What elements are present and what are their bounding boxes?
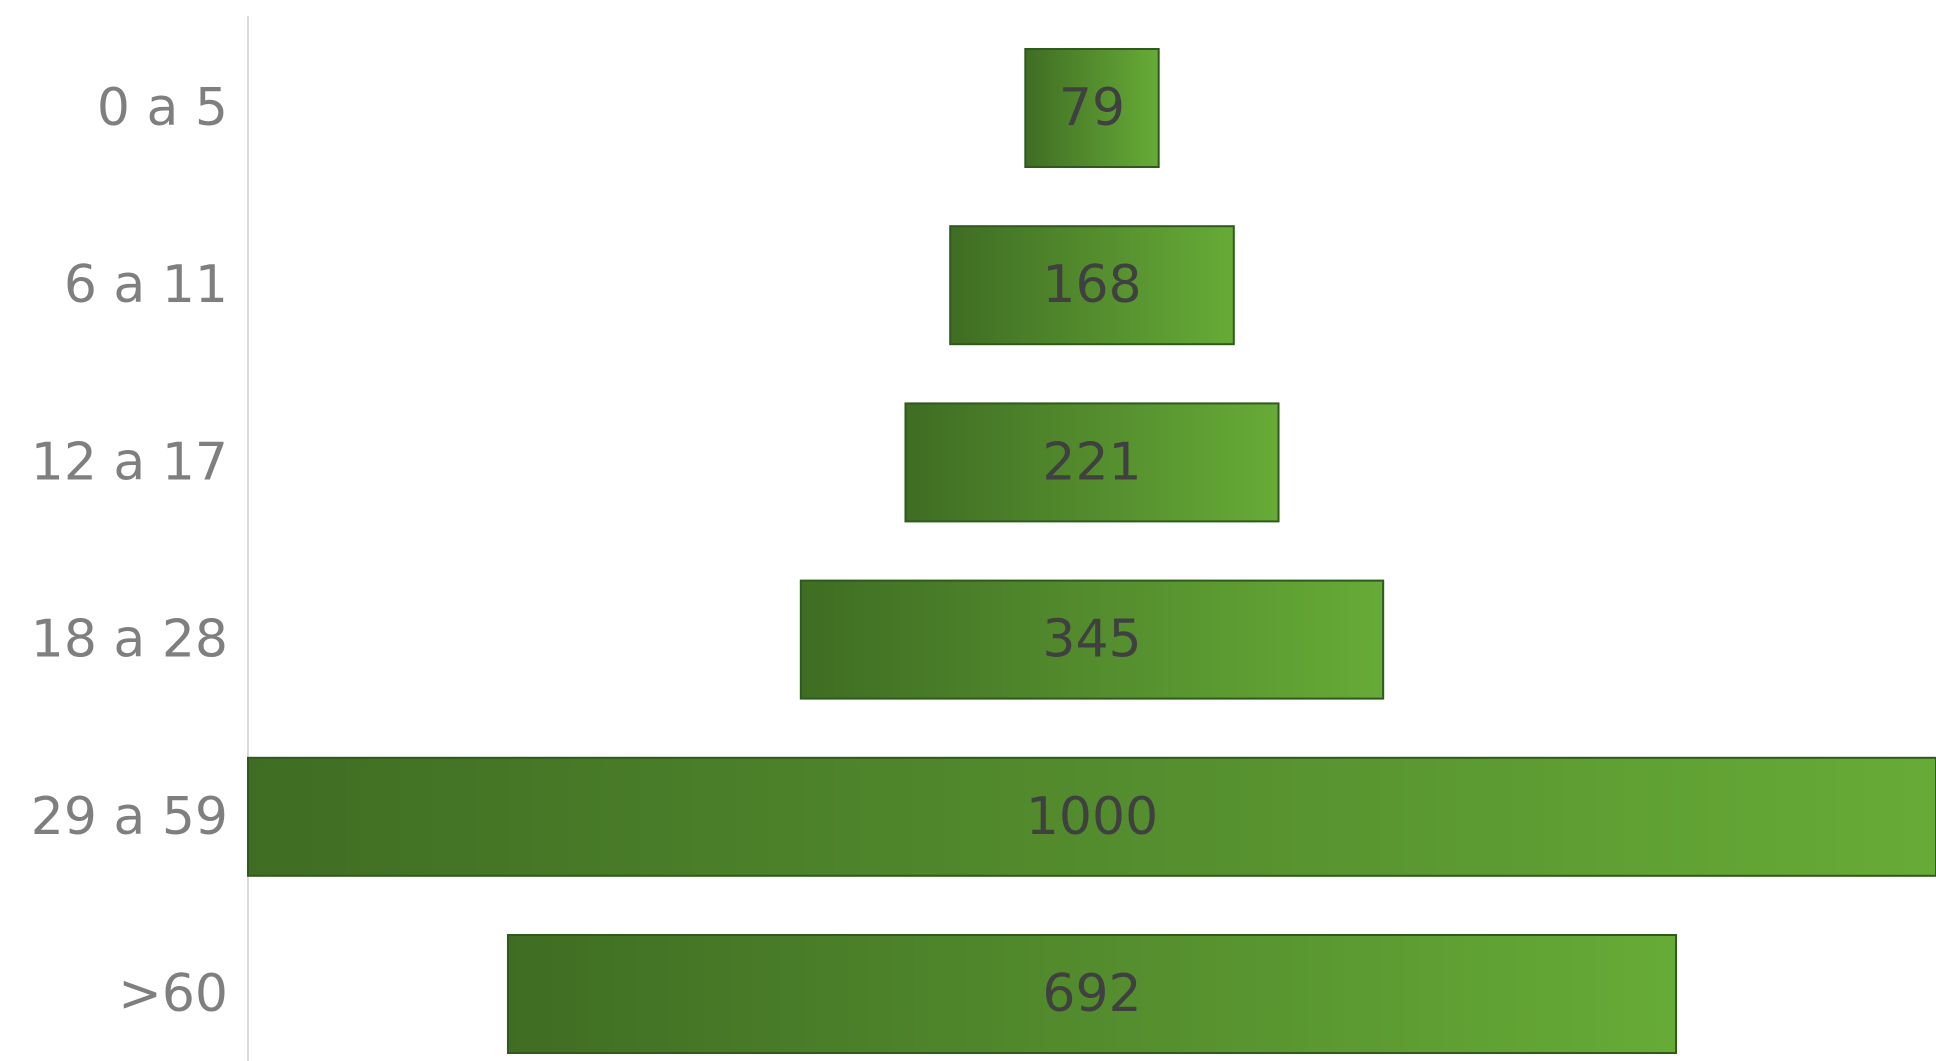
funnel-bar xyxy=(247,756,1936,877)
funnel-bar xyxy=(506,934,1678,1054)
category-label: 0 a 5 xyxy=(97,78,228,138)
category-label: 18 a 28 xyxy=(31,610,228,670)
funnel-bar xyxy=(904,402,1280,523)
value-label: 692 xyxy=(1042,964,1141,1024)
funnel-bar xyxy=(799,579,1385,700)
value-labels-group: 79 168 221 345 1000 692 xyxy=(1026,78,1158,1024)
funnel-bar xyxy=(949,225,1235,346)
category-label: 6 a 11 xyxy=(64,255,228,315)
value-label: 1000 xyxy=(1026,787,1158,847)
bars-group xyxy=(247,48,1936,1054)
value-label: 79 xyxy=(1059,78,1125,138)
category-label: 12 a 17 xyxy=(31,432,228,492)
value-label: 168 xyxy=(1042,255,1141,315)
funnel-bar xyxy=(1024,48,1160,168)
category-labels-group: 0 a 5 6 a 11 12 a 17 18 a 28 29 a 59 >60 xyxy=(31,78,228,1024)
category-label: 29 a 59 xyxy=(31,787,228,847)
value-label: 221 xyxy=(1042,432,1141,492)
value-label: 345 xyxy=(1042,610,1141,670)
category-label: >60 xyxy=(118,964,228,1024)
